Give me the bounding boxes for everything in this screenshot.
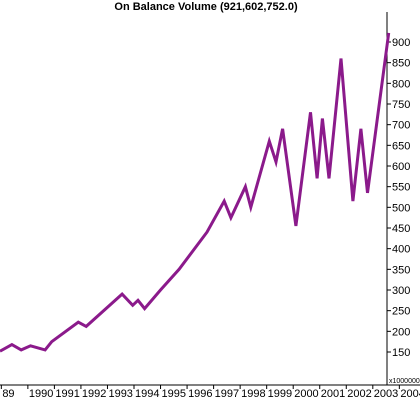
y-tick-label: 550 bbox=[392, 182, 410, 194]
y-tick-label: 500 bbox=[392, 202, 410, 214]
y-tick-label: 700 bbox=[392, 120, 410, 132]
y-tick-label: 200 bbox=[392, 326, 410, 338]
y-tick-label: 350 bbox=[392, 264, 410, 276]
obv-series-line bbox=[0, 32, 391, 353]
chart-title: On Balance Volume (921,602,752.0) bbox=[114, 1, 298, 13]
x-tick-label: 2000 bbox=[294, 388, 318, 400]
y-tick-label: 600 bbox=[392, 161, 410, 173]
x-tick-label: 1995 bbox=[162, 388, 186, 400]
y-tick-label: 250 bbox=[392, 306, 410, 318]
x-tick-label: 89 bbox=[2, 388, 14, 400]
x-tick-label: 1990 bbox=[29, 388, 53, 400]
x-tick-label: 1999 bbox=[268, 388, 292, 400]
x-tick-label: 2004 bbox=[400, 388, 420, 400]
x-tick-label: 2003 bbox=[374, 388, 398, 400]
y-unit-label: x1000000 bbox=[389, 378, 420, 385]
x-tick-label: 2002 bbox=[347, 388, 371, 400]
y-tick-label: 300 bbox=[392, 285, 410, 297]
x-tick-label: 1993 bbox=[108, 388, 132, 400]
y-tick-label: 800 bbox=[392, 78, 410, 90]
y-tick-label: 750 bbox=[392, 99, 410, 111]
x-tick-label: 1992 bbox=[82, 388, 106, 400]
x-tick-label: 1997 bbox=[215, 388, 239, 400]
y-tick-label: 900 bbox=[392, 37, 410, 49]
x-tick-label: 2001 bbox=[321, 388, 345, 400]
y-tick-label: 400 bbox=[392, 244, 410, 256]
x-tick-label: 1996 bbox=[188, 388, 212, 400]
y-tick-label: 450 bbox=[392, 223, 410, 235]
x-tick-label: 1991 bbox=[55, 388, 79, 400]
x-tick-label: 1994 bbox=[135, 388, 159, 400]
y-tick-label: 850 bbox=[392, 58, 410, 70]
x-tick-label: 1998 bbox=[241, 388, 265, 400]
y-tick-label: 650 bbox=[392, 140, 410, 152]
y-tick-label: 150 bbox=[392, 347, 410, 359]
